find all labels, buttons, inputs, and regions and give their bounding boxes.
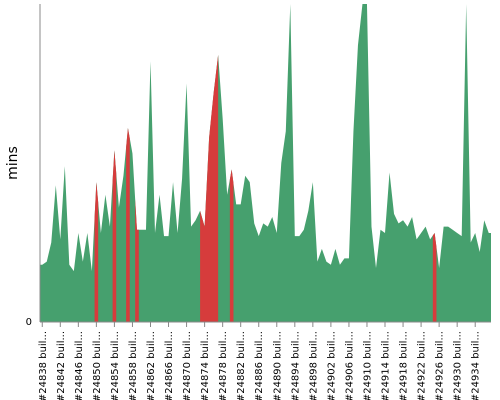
x-tick-label: #24862 buil... bbox=[146, 331, 157, 400]
y-tick-layer: 0 bbox=[26, 317, 32, 328]
x-tick-label: #24858 buil... bbox=[128, 331, 139, 400]
x-tick-label: #24874 buil... bbox=[200, 331, 211, 400]
x-tick-label: #24894 buil... bbox=[290, 331, 301, 400]
fail-area bbox=[94, 182, 99, 322]
x-tick-label: #24854 buil... bbox=[110, 331, 121, 400]
y-tick-label: 0 bbox=[26, 317, 32, 328]
x-tick-label: #24930 buil... bbox=[453, 331, 464, 400]
x-tick-label: #24910 buil... bbox=[362, 331, 373, 400]
x-tick-label: #24890 buil... bbox=[272, 331, 283, 400]
x-tick-label: #24866 buil... bbox=[164, 331, 175, 400]
x-tick-label: #24918 buil... bbox=[399, 331, 410, 400]
x-tick-label: #24838 buil... bbox=[38, 331, 49, 400]
x-tick-label: #24898 buil... bbox=[308, 331, 319, 400]
x-tick-label: #24882 buil... bbox=[236, 331, 247, 400]
pass-area bbox=[40, 4, 491, 322]
fail-area bbox=[200, 54, 219, 322]
x-tick-layer: #24838 buil... #24842 buil... #24846 buil.… bbox=[38, 322, 482, 400]
y-axis-title: mins bbox=[5, 146, 21, 180]
x-tick-label: #24926 buil... bbox=[435, 331, 446, 400]
x-tick-label: #24870 buil... bbox=[182, 331, 193, 400]
x-tick-label: #24934 buil... bbox=[471, 331, 482, 400]
fail-area bbox=[126, 128, 130, 322]
x-tick-label: #24886 buil... bbox=[254, 331, 265, 400]
x-tick-label: #24906 buil... bbox=[344, 331, 355, 400]
fail-area bbox=[432, 232, 437, 322]
chart-area-layer bbox=[40, 4, 491, 322]
fail-area bbox=[135, 199, 139, 322]
x-tick-label: #24850 buil... bbox=[92, 331, 103, 400]
x-tick-label: #24842 buil... bbox=[56, 331, 67, 400]
x-tick-label: #24922 buil... bbox=[417, 331, 428, 400]
x-tick-label: #24902 buil... bbox=[326, 331, 337, 400]
x-tick-label: #24846 buil... bbox=[74, 331, 85, 400]
x-tick-label: #24878 buil... bbox=[218, 331, 229, 400]
fail-area bbox=[112, 150, 117, 322]
x-tick-label: #24914 buil... bbox=[381, 331, 392, 400]
fail-area bbox=[229, 169, 234, 322]
